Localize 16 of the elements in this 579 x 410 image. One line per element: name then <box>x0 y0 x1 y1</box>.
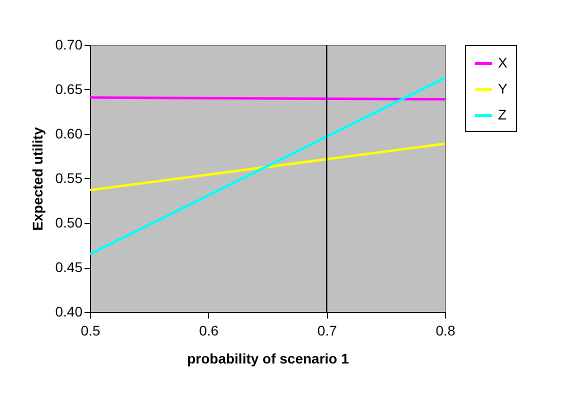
y-tick-label: 0.40 <box>55 304 83 320</box>
y-tick-label: 0.60 <box>55 126 83 142</box>
y-tick-label: 0.70 <box>55 36 83 52</box>
y-axis-title: Expected utility <box>29 127 46 231</box>
y-tick-label: 0.55 <box>55 170 83 186</box>
x-tick-label: 0.8 <box>436 322 456 338</box>
y-tick-label: 0.45 <box>55 259 83 275</box>
y-tick-label: 0.65 <box>55 81 83 97</box>
x-axis-title: probability of scenario 1 <box>187 350 350 366</box>
legend-label: X <box>498 54 508 70</box>
legend-label: Z <box>498 106 507 122</box>
x-tick-label: 0.6 <box>199 322 219 338</box>
legend-label: Y <box>498 80 508 96</box>
x-tick-label: 0.7 <box>317 322 338 338</box>
y-tick-label: 0.50 <box>55 214 83 230</box>
x-tick-label: 0.5 <box>80 322 100 338</box>
